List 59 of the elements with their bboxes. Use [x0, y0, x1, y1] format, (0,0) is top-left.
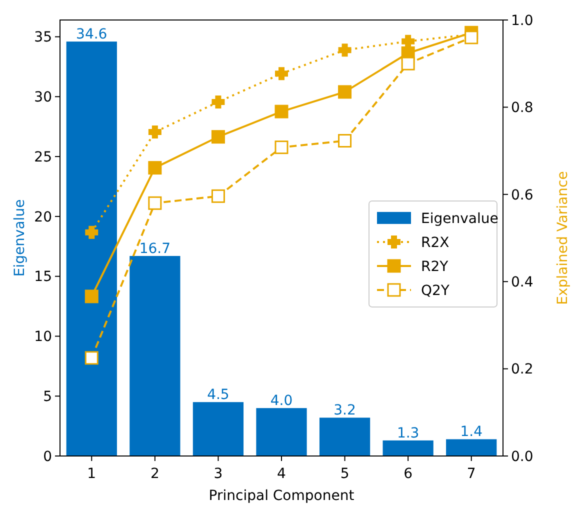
point — [211, 189, 225, 203]
bar — [130, 256, 180, 456]
data-label: 34.6 — [76, 26, 108, 43]
bar — [446, 439, 497, 456]
y2-axis-title: Explained Variance — [555, 171, 571, 305]
point — [275, 67, 288, 80]
x-tick-label: 1 — [87, 466, 96, 482]
y2-tick-label: 0.0 — [511, 448, 534, 465]
point — [148, 196, 162, 210]
legend-label: Eigenvalue — [421, 210, 498, 227]
x-tick-label: 6 — [404, 466, 413, 482]
x-axis-title: Principal Component — [208, 488, 355, 504]
point — [274, 104, 288, 118]
data-label: 1.4 — [460, 424, 483, 440]
point — [402, 34, 415, 48]
point — [84, 351, 98, 365]
x-tick-label: 7 — [466, 466, 476, 482]
point — [85, 226, 98, 239]
point — [84, 290, 98, 304]
y-tick-label: 15 — [34, 269, 52, 286]
point — [274, 140, 288, 154]
point — [464, 30, 478, 44]
point — [148, 126, 162, 139]
bar — [66, 42, 117, 456]
y2-tick-label: 0.8 — [511, 100, 534, 116]
y-tick-label: 5 — [43, 389, 52, 406]
y2-tick-label: 0.6 — [511, 187, 534, 204]
data-label: 16.7 — [139, 240, 171, 257]
bar — [319, 418, 370, 456]
point — [212, 95, 225, 108]
data-label: 3.2 — [334, 402, 356, 419]
bar — [382, 440, 434, 456]
x-tick-label: 3 — [214, 466, 223, 482]
y-tick-label: 20 — [34, 209, 52, 226]
x-tick-label: 2 — [150, 466, 160, 482]
y2-tick-label: 1.0 — [511, 12, 534, 29]
legend-label: R2X — [421, 234, 450, 251]
x-tick-label: 5 — [340, 466, 350, 482]
bar — [256, 408, 307, 456]
y2-tick-label: 0.4 — [511, 274, 534, 290]
y-tick-label: 25 — [34, 149, 52, 166]
y-axis-title: Eigenvalue — [12, 199, 28, 277]
data-label: 1.3 — [396, 425, 420, 442]
point — [338, 44, 352, 57]
point — [211, 130, 225, 144]
y-tick-label: 0 — [43, 448, 52, 465]
y-tick-label: 35 — [34, 30, 52, 46]
data-label: 4.0 — [270, 393, 293, 410]
y2-tick-label: 0.2 — [511, 362, 534, 378]
data-label: 4.5 — [207, 387, 230, 404]
y-tick-label: 30 — [34, 90, 52, 106]
point — [148, 161, 162, 175]
bar — [192, 402, 244, 456]
y-tick-label: 10 — [34, 329, 52, 346]
legend-label: Q2Y — [421, 282, 450, 299]
x-tick-label: 4 — [277, 466, 286, 482]
point — [338, 85, 352, 99]
legend-label: R2Y — [421, 258, 449, 275]
point — [338, 134, 352, 148]
